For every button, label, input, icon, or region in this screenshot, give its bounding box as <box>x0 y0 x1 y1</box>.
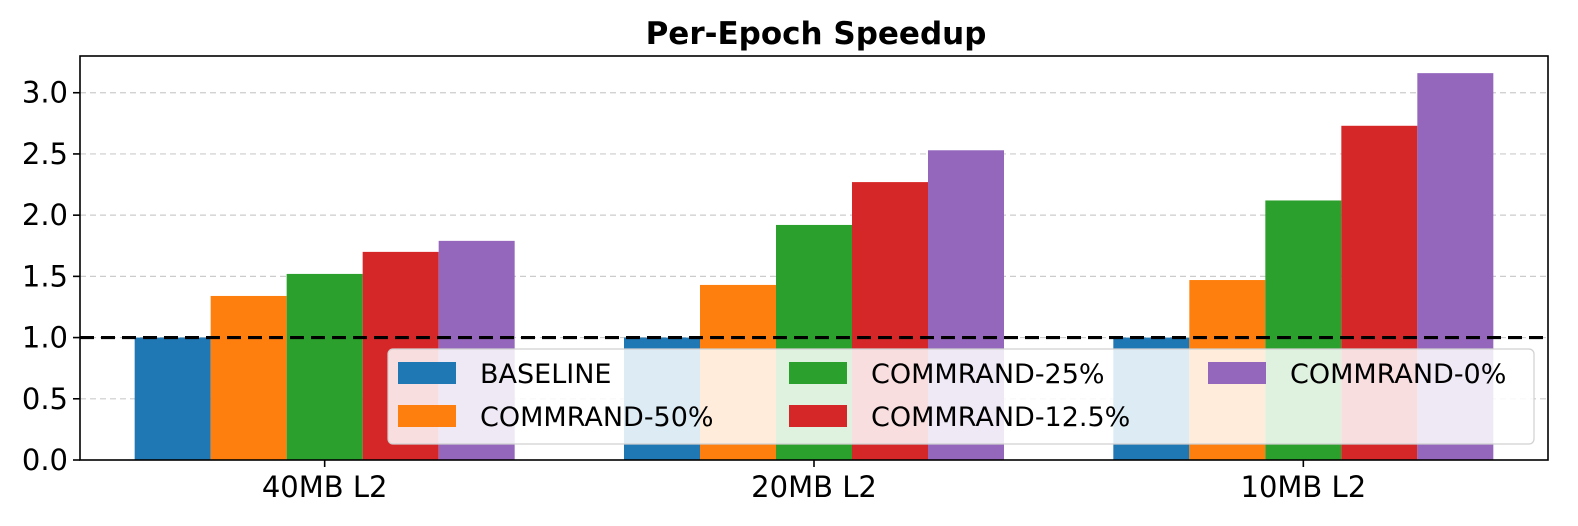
axes: 0.0 0.5 1.0 1.5 2.0 2.5 3.0 40MB L2 20MB L2 10MB … <box>22 55 1549 504</box>
legend-swatch <box>789 362 847 384</box>
bar-commrand-50- <box>210 295 287 460</box>
legend-label: COMMRAND-12.5% <box>871 402 1130 433</box>
x-tick-label: 10MB L2 <box>1241 470 1367 504</box>
y-tick-label: 0.5 <box>22 382 68 416</box>
legend-swatch <box>789 405 847 427</box>
y-tick-label: 2.5 <box>22 137 68 171</box>
legend-swatch <box>398 405 456 427</box>
bar-baseline <box>134 337 211 460</box>
plot-frame <box>79 55 1549 461</box>
legend-label: BASELINE <box>480 359 611 390</box>
legend-label: COMMRAND-50% <box>480 402 714 433</box>
legend-label: COMMRAND-0% <box>1290 359 1506 390</box>
x-tick-label: 20MB L2 <box>751 470 877 504</box>
legend-swatch <box>1208 362 1266 384</box>
y-tick-label: 1.5 <box>22 259 68 293</box>
legend-label: COMMRAND-25% <box>871 359 1105 390</box>
legend-swatch <box>398 362 456 384</box>
y-tick-label: 2.0 <box>22 198 68 232</box>
y-tick-label: 1.0 <box>22 321 68 355</box>
y-tick-label: 3.0 <box>22 76 68 110</box>
x-tick-label: 40MB L2 <box>262 470 388 504</box>
chart-title: Per-Epoch Speedup <box>646 16 987 52</box>
bar-commrand-25- <box>286 273 363 460</box>
y-tick-label: 0.0 <box>22 443 68 477</box>
legend: BASELINE COMMRAND-50% COMMRAND-25% COMMRAND… <box>387 348 1535 445</box>
